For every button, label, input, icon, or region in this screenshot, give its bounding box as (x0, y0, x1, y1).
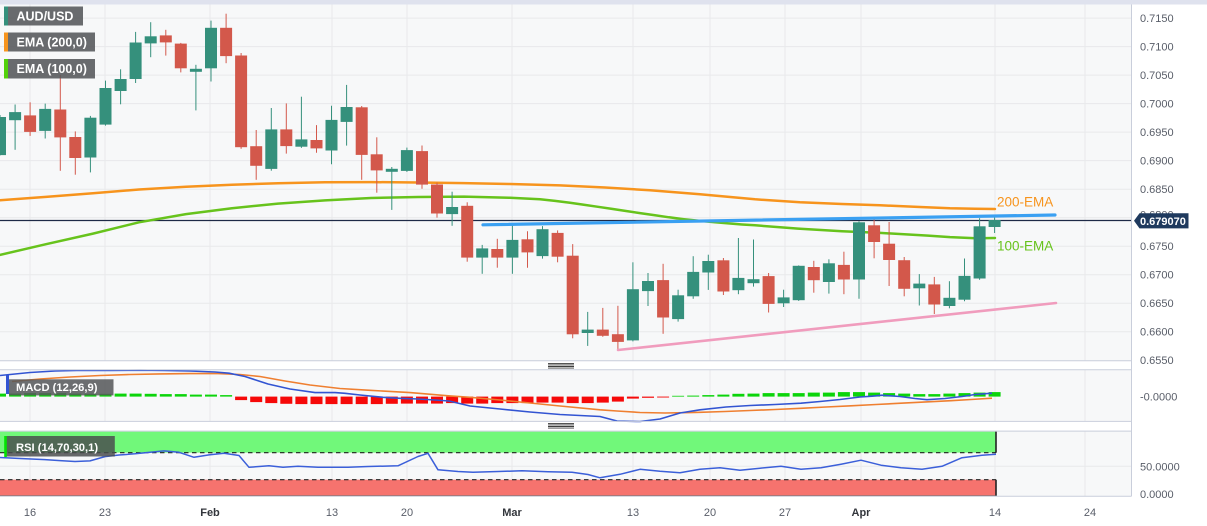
svg-text:23: 23 (99, 507, 111, 519)
svg-text:AUD/USD: AUD/USD (17, 9, 74, 23)
svg-text:EMA (200,0): EMA (200,0) (17, 35, 87, 49)
svg-text:Feb: Feb (200, 507, 220, 519)
svg-text:0.6600: 0.6600 (1140, 327, 1174, 339)
svg-text:27: 27 (779, 507, 791, 519)
svg-text:20: 20 (704, 507, 716, 519)
svg-text:0.6950: 0.6950 (1140, 127, 1174, 139)
svg-text:24: 24 (1084, 507, 1096, 519)
svg-text:0.7100: 0.7100 (1140, 42, 1174, 54)
svg-text:Apr: Apr (852, 507, 872, 519)
svg-text:13: 13 (326, 507, 338, 519)
svg-text:200-EMA: 200-EMA (997, 195, 1053, 210)
svg-text:13: 13 (627, 507, 639, 519)
svg-text:0.7050: 0.7050 (1140, 70, 1174, 82)
svg-text:0.6850: 0.6850 (1140, 184, 1174, 196)
svg-text:0.0000: 0.0000 (1140, 489, 1174, 501)
svg-text:Mar: Mar (502, 507, 522, 519)
svg-text:EMA (100,0): EMA (100,0) (17, 62, 87, 76)
svg-text:0.6900: 0.6900 (1140, 156, 1174, 168)
svg-text:0.6700: 0.6700 (1140, 270, 1174, 282)
svg-text:-0.0000: -0.0000 (1140, 392, 1177, 404)
svg-text:0.6650: 0.6650 (1140, 298, 1174, 310)
svg-text:50.0000: 50.0000 (1140, 462, 1180, 474)
svg-text:0.6750: 0.6750 (1140, 241, 1174, 253)
svg-text:MACD (12,26,9): MACD (12,26,9) (16, 382, 98, 394)
svg-text:20: 20 (401, 507, 413, 519)
svg-text:0.7000: 0.7000 (1140, 99, 1174, 111)
svg-text:0.679070: 0.679070 (1140, 216, 1186, 228)
svg-text:RSI (14,70,30,1): RSI (14,70,30,1) (16, 442, 98, 454)
svg-text:16: 16 (24, 507, 36, 519)
svg-text:14: 14 (989, 507, 1001, 519)
svg-text:0.6550: 0.6550 (1140, 355, 1174, 367)
svg-text:0.7150: 0.7150 (1140, 13, 1174, 25)
svg-text:100-EMA: 100-EMA (997, 239, 1053, 254)
